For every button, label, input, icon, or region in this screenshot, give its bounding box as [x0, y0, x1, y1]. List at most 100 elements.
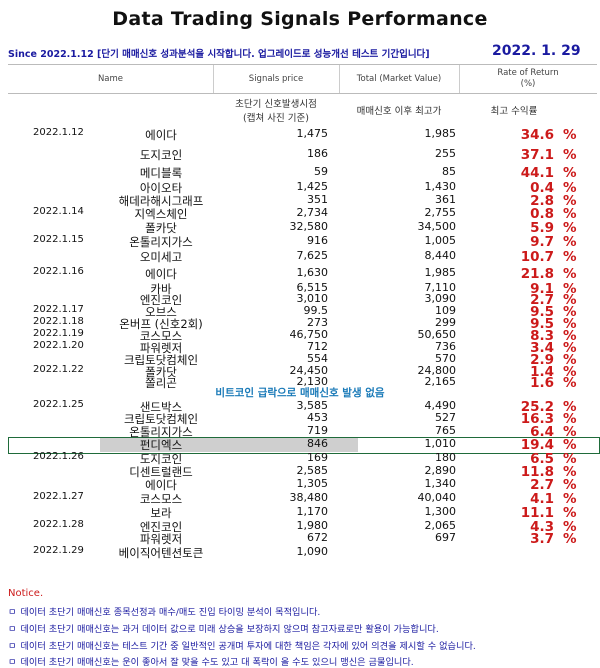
- row-signals-price: 1,305: [296, 477, 329, 490]
- subheader-rate: 최고 수익률: [490, 106, 538, 117]
- row-name: 크립토닷컴체인: [123, 353, 199, 367]
- row-max-price: 255: [435, 147, 456, 160]
- row-name: 펀디엑스: [139, 438, 183, 452]
- row-signals-price: 99.5: [303, 304, 329, 317]
- row-return: 11.1: [520, 505, 554, 521]
- row-signals-price: 6,515: [296, 281, 329, 294]
- row-percent-sign: %: [563, 193, 577, 209]
- subheader-price-2: (캡쳐 사진 기준): [243, 113, 309, 124]
- row-max-price: 1,985: [424, 266, 457, 279]
- row-name: 도지코인: [139, 452, 183, 466]
- row-percent-sign: %: [563, 340, 577, 356]
- row-percent-sign: %: [563, 352, 577, 368]
- row-percent-sign: %: [563, 220, 577, 236]
- row-max-price: 85: [442, 165, 456, 178]
- row-signals-price: 1,475: [296, 127, 329, 140]
- row-signals-price: 846: [307, 437, 328, 450]
- row-date: 2022.1.14: [33, 206, 84, 217]
- row-percent-sign: %: [563, 364, 577, 380]
- row-return: 4.3: [530, 519, 554, 535]
- row-name: 오미세고: [139, 250, 183, 264]
- row-return: 11.8: [520, 464, 554, 480]
- row-signals-price: 1,630: [296, 266, 329, 279]
- row-name: 에이다: [145, 267, 177, 281]
- row-name: 도지코인: [139, 148, 183, 162]
- row-name: 파워렛저: [139, 341, 183, 355]
- row-return: 3.7: [530, 531, 554, 547]
- row-percent-sign: %: [563, 505, 577, 521]
- row-percent-sign: %: [563, 411, 577, 427]
- row-signals-price: 1,980: [296, 519, 329, 532]
- row-return: 0.8: [530, 206, 554, 222]
- row-name: 에이다: [145, 478, 177, 492]
- page-title: Data Trading Signals Performance: [112, 8, 488, 30]
- row-signals-price: 3,010: [296, 292, 329, 305]
- row-name: 온버프 (신호2회): [119, 317, 203, 331]
- row-max-price: 697: [435, 531, 456, 544]
- notice-bullet: ㅁ: [8, 624, 17, 635]
- row-name: 해데라해시그래프: [118, 194, 204, 208]
- row-percent-sign: %: [563, 281, 577, 297]
- row-signals-price: 712: [307, 340, 328, 353]
- row-return: 9.5: [530, 304, 554, 320]
- row-percent-sign: %: [563, 451, 577, 467]
- report-date: 2022. 1. 29: [492, 43, 581, 59]
- row-name: 크립토닷컴체인: [123, 412, 199, 426]
- notice-line: ㅁ 데이터 초단기 매매신호는 테스트 기간 중 일반적인 공개며 투자에 대한 …: [8, 638, 476, 652]
- notice-text: 데이터 초단기 매매신호는 운이 좋아서 잘 맞을 수도 있고 대 폭락이 올 …: [20, 657, 414, 668]
- row-name: 메디블록: [139, 166, 183, 180]
- row-signals-price: 672: [307, 531, 328, 544]
- row-date: 2022.1.26: [33, 451, 84, 462]
- row-name: 오브스: [145, 305, 177, 319]
- header-name: Name: [8, 64, 214, 94]
- row-percent-sign: %: [563, 531, 577, 547]
- row-percent-sign: %: [563, 375, 577, 391]
- row-return: 4.1: [530, 491, 554, 507]
- row-signals-price: 554: [307, 352, 328, 365]
- row-signals-price: 24,450: [289, 364, 329, 377]
- row-name: 폴카닷: [145, 221, 177, 235]
- row-max-price: 109: [435, 304, 456, 317]
- row-percent-sign: %: [563, 234, 577, 250]
- row-return: 9.1: [530, 281, 554, 297]
- row-signals-price: 1,090: [296, 545, 329, 558]
- row-max-price: 527: [435, 411, 456, 424]
- row-date: 2022.1.19: [33, 328, 84, 339]
- subtitle: Since 2022.1.12 [단기 매매신호 성과분석을 시작합니다. 업그…: [8, 49, 430, 60]
- row-return: 34.6: [520, 127, 554, 143]
- row-return: 8.3: [530, 328, 554, 344]
- row-percent-sign: %: [563, 292, 577, 308]
- row-signals-price: 7,625: [296, 249, 329, 262]
- row-signals-price: 46,750: [289, 328, 329, 341]
- row-percent-sign: %: [563, 147, 577, 163]
- row-signals-price: 453: [307, 411, 328, 424]
- row-name: 파워렛저: [139, 532, 183, 546]
- row-name: 카바: [150, 282, 172, 296]
- notice-line: ㅁ 데이터 초단기 매매신호는 과거 데이터 값으로 미래 상승을 보장하지 않으…: [8, 621, 439, 635]
- row-return: 9.7: [530, 234, 554, 250]
- notice-bullet: ㅁ: [8, 607, 17, 618]
- row-return: 37.1: [520, 147, 554, 163]
- row-signals-price: 2,734: [296, 206, 329, 219]
- row-return: 25.2: [520, 399, 554, 415]
- row-signals-price: 719: [307, 424, 328, 437]
- row-name: 코스모스: [139, 492, 183, 506]
- row-max-price: 40,040: [417, 491, 457, 504]
- row-percent-sign: %: [563, 464, 577, 480]
- notice-line: ㅁ 데이터 초단기 매매신호 종목선정과 매수/매도 진입 타이밍 분석이 목적입…: [8, 604, 320, 618]
- notice-line: ㅁ 데이터 초단기 매매신호는 운이 좋아서 잘 맞을 수도 있고 대 폭락이 올…: [8, 654, 414, 668]
- row-name: 디센트럴랜드: [129, 465, 193, 479]
- row-max-price: 1,010: [424, 437, 457, 450]
- row-return: 5.9: [530, 220, 554, 236]
- row-max-price: 1,430: [424, 180, 457, 193]
- row-percent-sign: %: [563, 519, 577, 535]
- row-max-price: 4,490: [424, 399, 457, 412]
- row-name: 온톨리지가스: [129, 425, 193, 439]
- header-total: Total (Market Value): [339, 64, 460, 94]
- row-percent-sign: %: [563, 424, 577, 440]
- row-percent-sign: %: [563, 399, 577, 415]
- row-signals-price: 38,480: [289, 491, 329, 504]
- row-name: 엔진코인: [139, 293, 183, 307]
- row-max-price: 180: [435, 451, 456, 464]
- row-max-price: 1,340: [424, 477, 457, 490]
